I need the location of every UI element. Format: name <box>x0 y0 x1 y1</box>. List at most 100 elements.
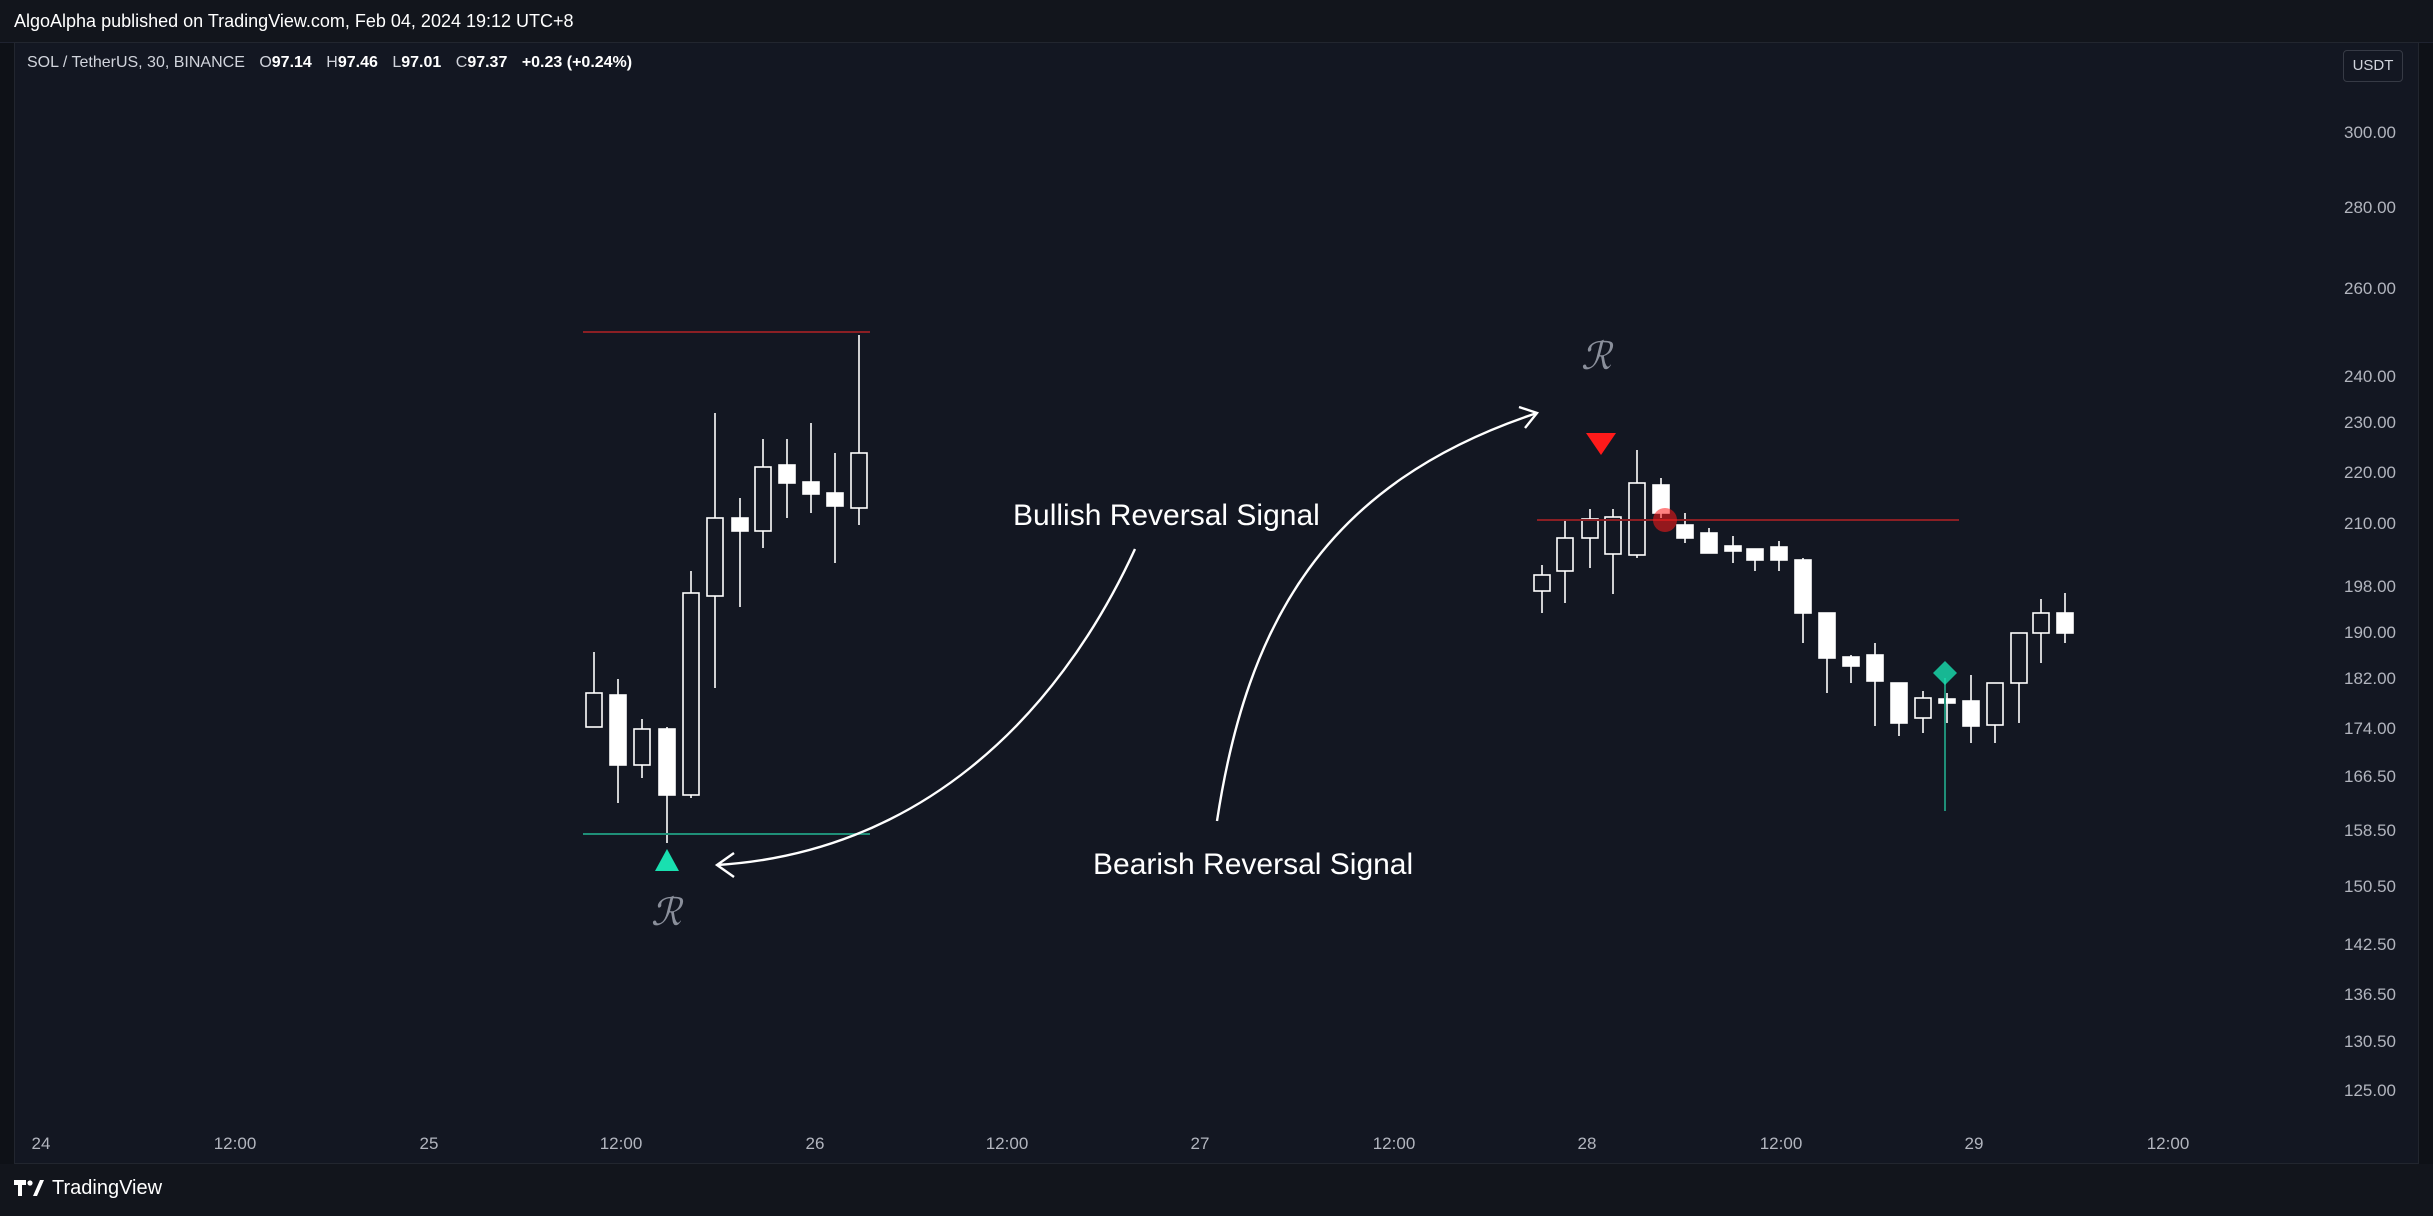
footer: TradingView <box>0 1164 2433 1216</box>
overlays-layer <box>583 331 1959 878</box>
time-axis-label: 27 <box>1190 1134 1210 1153</box>
candle-body <box>706 517 724 597</box>
candle <box>633 719 651 778</box>
price-axis-label: 220.00 <box>2344 463 2396 482</box>
candle-body <box>1986 682 2004 726</box>
price-axis-label: 260.00 <box>2344 279 2396 298</box>
candle-body <box>609 694 627 766</box>
high-value: 97.46 <box>337 54 378 71</box>
candle-body <box>850 452 868 509</box>
candle-body <box>1556 537 1574 572</box>
symbol-legend: SOL / TetherUS, 30, BINANCE O97.14 H97.4… <box>27 54 632 72</box>
candle <box>1676 513 1694 543</box>
candle <box>1938 693 1956 723</box>
candle-body <box>802 481 820 495</box>
time-axis-label: 26 <box>805 1134 825 1153</box>
price-plot[interactable]: Bullish Reversal Signal Bearish Reversal… <box>15 43 2420 1165</box>
currency-button[interactable]: USDT <box>2343 50 2403 82</box>
time-axis-label: 25 <box>419 1134 439 1153</box>
price-axis-label: 158.50 <box>2344 821 2396 840</box>
candle <box>2032 599 2050 663</box>
candle-body <box>1746 548 1764 561</box>
price-axis-label: 136.50 <box>2344 985 2396 1004</box>
time-axis-label: 12:00 <box>1372 1134 1416 1153</box>
brand[interactable]: TradingView <box>14 1177 162 1200</box>
price-axis-label: 210.00 <box>2344 514 2396 533</box>
candle <box>1700 528 1718 554</box>
candle-body <box>1770 546 1788 561</box>
candle <box>850 335 868 525</box>
candle <box>1604 509 1622 594</box>
symbol-name[interactable]: SOL / TetherUS, 30, BINANCE <box>27 54 245 71</box>
chart-pane[interactable]: SOL / TetherUS, 30, BINANCE O97.14 H97.4… <box>14 42 2419 1164</box>
candle <box>1628 450 1646 558</box>
candle-body <box>1794 559 1812 614</box>
bearish-arrow <box>1215 411 1538 822</box>
price-axis-label: 182.00 <box>2344 669 2396 688</box>
price-axis-label: 142.50 <box>2344 935 2396 954</box>
brand-name: TradingView <box>52 1177 163 1199</box>
candle-body <box>2032 612 2050 634</box>
low-label: L <box>392 54 402 71</box>
candle <box>658 727 676 843</box>
price-axis-label: 150.50 <box>2344 877 2396 896</box>
price-axis-label: 190.00 <box>2344 623 2396 642</box>
candle <box>585 652 603 728</box>
low-value: 97.01 <box>401 54 442 71</box>
candle-body <box>585 692 603 728</box>
price-axis-label: 198.00 <box>2344 577 2396 596</box>
open-label: O <box>259 54 272 71</box>
candle-body <box>633 728 651 766</box>
reversal-mark-bearish: ℛ <box>1581 334 1614 378</box>
candle-body <box>1724 545 1742 552</box>
triangle-up-icon <box>655 849 679 871</box>
price-axis-label: 166.50 <box>2344 767 2396 786</box>
time-axis-label: 12:00 <box>2146 1134 2190 1153</box>
bullish-arrowhead <box>714 852 735 878</box>
candle-body <box>731 517 749 532</box>
candle-body <box>1533 574 1551 592</box>
candle-body <box>1938 698 1956 704</box>
time-axis-label: 12:00 <box>213 1134 257 1153</box>
bull-signal-diamond <box>1933 661 1957 685</box>
candle <box>778 439 796 518</box>
time-axis-label: 12:00 <box>599 1134 643 1153</box>
candle-body <box>778 464 796 484</box>
candle <box>826 453 844 563</box>
candle-body <box>1914 697 1932 719</box>
price-axis-label: 240.00 <box>2344 367 2396 386</box>
candle <box>1842 655 1860 683</box>
candle-body <box>1962 700 1980 727</box>
candle <box>1724 536 1742 563</box>
candle <box>1962 675 1980 743</box>
candle <box>609 679 627 803</box>
candle <box>802 423 820 513</box>
candle-body <box>682 592 700 796</box>
high-label: H <box>326 54 338 71</box>
tradingview-logo-icon <box>14 1179 44 1196</box>
candle <box>2010 632 2028 723</box>
price-axis-label: 300.00 <box>2344 123 2396 142</box>
candle <box>1818 612 1836 693</box>
price-axis-label: 130.50 <box>2344 1032 2396 1051</box>
close-value: 97.37 <box>467 54 508 71</box>
published-header: AlgoAlpha published on TradingView.com, … <box>0 0 2433 43</box>
price-axis-label: 280.00 <box>2344 198 2396 217</box>
candle <box>1986 682 2004 743</box>
price-axis-label: 174.00 <box>2344 719 2396 738</box>
candle-body <box>2010 632 2028 684</box>
candles-layer <box>585 335 2074 843</box>
candle-body <box>1604 516 1622 555</box>
time-axis-label: 29 <box>1964 1134 1984 1153</box>
candle <box>1533 565 1551 613</box>
price-axis-label: 230.00 <box>2344 413 2396 432</box>
candle <box>1794 558 1812 643</box>
candle-body <box>1866 654 1884 682</box>
candle-body <box>1676 524 1694 539</box>
time-axis-label: 24 <box>31 1134 51 1153</box>
price-axis-label: 125.00 <box>2344 1081 2396 1100</box>
change-value: +0.23 (+0.24%) <box>521 54 633 71</box>
candle <box>682 571 700 798</box>
candle-body <box>826 492 844 507</box>
candle-body <box>2056 612 2074 634</box>
